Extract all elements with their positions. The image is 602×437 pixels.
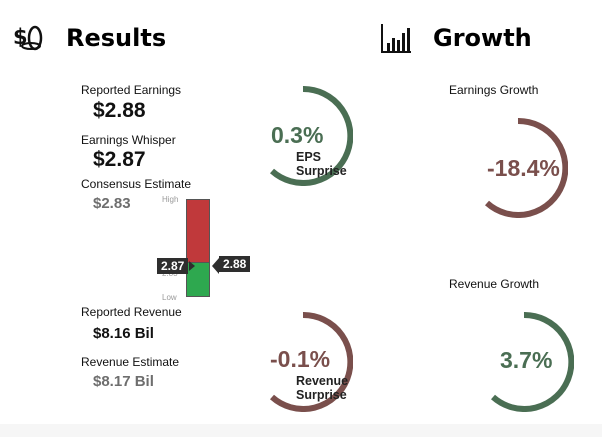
revenue-growth-arc	[491, 311, 575, 412]
estimate-range-bar: High 2.83 Low	[160, 192, 270, 304]
reported-earnings-label: Reported Earnings	[81, 83, 182, 97]
earnings-growth-value: -18.4%	[487, 155, 560, 181]
revenue-growth-value: 3.7%	[500, 347, 553, 373]
revenue-growth-label: Revenue Growth	[449, 277, 540, 291]
footer-strip	[0, 424, 602, 437]
revenue-surprise-label-2: Surprise	[296, 388, 347, 402]
range-bar-lower	[186, 263, 210, 297]
revenue-surprise-label-1: Revenue	[296, 374, 349, 388]
money-bag-icon: $	[13, 22, 45, 52]
earnings-growth-label: Earnings Growth	[449, 83, 539, 97]
earnings-whisper-value: $2.87	[93, 148, 146, 171]
revenue-surprise-value: -0.1%	[270, 346, 331, 372]
reported-flag-pointer	[212, 258, 219, 274]
consensus-estimate-value: $2.83	[93, 195, 131, 212]
revenue-estimate-value: $8.17 Bil	[93, 373, 154, 390]
revenue-surprise-gauge	[253, 311, 354, 412]
consensus-estimate-label: Consensus Estimate	[81, 177, 192, 191]
earnings-whisper-label: Earnings Whisper	[81, 133, 176, 147]
range-low-label: Low	[162, 293, 177, 302]
range-high-label: High	[162, 195, 179, 204]
revenue-growth-gauge	[474, 311, 575, 412]
svg-text:$: $	[13, 25, 28, 49]
growth-title: Growth	[433, 24, 532, 52]
eps-surprise-label-1: EPS	[296, 150, 322, 164]
revenue-surprise-arc	[270, 311, 354, 412]
eps-surprise-label-2: Surprise	[296, 164, 347, 178]
eps-surprise-arc	[270, 85, 354, 186]
reported-flag: 2.88	[219, 256, 251, 272]
reported-earnings-value: $2.88	[93, 99, 146, 122]
range-bar-upper	[186, 199, 210, 263]
whisper-flag: 2.87	[157, 258, 189, 274]
earnings-growth-arc	[485, 117, 569, 218]
bar-chart-icon	[380, 22, 412, 54]
whisper-flag-pointer	[189, 261, 195, 271]
revenue-estimate-label: Revenue Estimate	[81, 355, 180, 369]
results-title: Results	[66, 24, 167, 52]
reported-revenue-label: Reported Revenue	[81, 305, 182, 319]
reported-revenue-value: $8.16 Bil	[93, 325, 154, 342]
eps-surprise-gauge	[253, 85, 354, 186]
earnings-growth-gauge	[468, 117, 569, 218]
eps-surprise-value: 0.3%	[271, 122, 324, 148]
